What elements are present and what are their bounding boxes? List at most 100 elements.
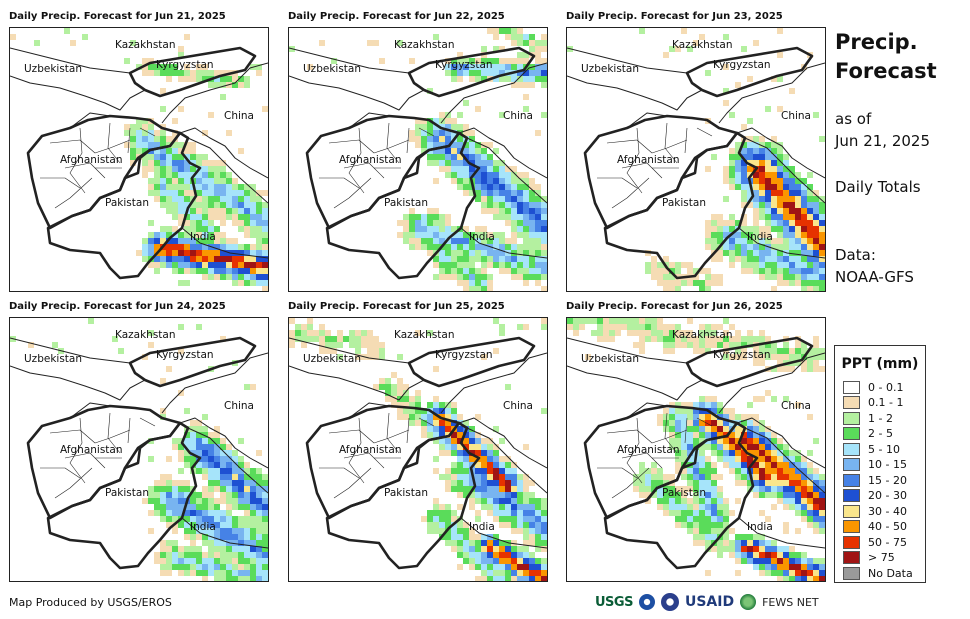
precip-cell [136, 250, 142, 256]
precip-cell [505, 178, 511, 184]
precip-cell [765, 226, 771, 232]
precip-cell [379, 58, 385, 64]
precip-cell [178, 70, 184, 76]
precip-cell [160, 552, 166, 558]
precip-cell [723, 444, 729, 450]
precip-cell [190, 160, 196, 166]
precip-cell [687, 510, 693, 516]
precip-cell [771, 444, 777, 450]
precip-cell [487, 142, 493, 148]
precip-cell [184, 232, 190, 238]
precip-cell [202, 492, 208, 498]
precip-cell [427, 420, 433, 426]
precip-cell [52, 342, 58, 348]
precip-cell [178, 492, 184, 498]
precip-cell [717, 402, 723, 408]
precip-cell [196, 522, 202, 528]
precip-cell [813, 528, 819, 534]
precip-cell [771, 148, 777, 154]
precip-cell [220, 552, 226, 558]
precip-cell [439, 510, 445, 516]
precip-cell [262, 190, 268, 196]
precip-cell [493, 468, 499, 474]
kyrgyzstan-outline [128, 46, 257, 98]
precip-cell [238, 474, 244, 480]
precip-cell [244, 462, 250, 468]
precip-cell [499, 570, 505, 576]
precip-cell [517, 52, 523, 58]
legend-swatch [843, 411, 860, 425]
precip-cell [681, 438, 687, 444]
precip-cell [433, 154, 439, 160]
precip-cell [409, 208, 415, 214]
precip-cell [723, 220, 729, 226]
precip-cell [511, 40, 517, 46]
precip-cell [499, 492, 505, 498]
precip-cell [160, 540, 166, 546]
precip-cell [523, 250, 529, 256]
precip-cell [457, 456, 463, 462]
precip-cell [517, 28, 523, 34]
precip-cell [651, 262, 657, 268]
precip-cell [469, 456, 475, 462]
precip-cell [535, 70, 541, 76]
precip-cell [741, 178, 747, 184]
precip-cell [397, 40, 403, 46]
precip-cell [687, 528, 693, 534]
precip-cell [777, 220, 783, 226]
precip-cell [196, 244, 202, 250]
precip-cell [160, 136, 166, 142]
precip-cell [226, 510, 232, 516]
precip-cell [256, 64, 262, 70]
precip-cell [232, 576, 238, 581]
precip-cell [699, 426, 705, 432]
precip-cell [699, 534, 705, 540]
precip-cell [250, 226, 256, 232]
precip-cell [202, 444, 208, 450]
precip-cell [687, 504, 693, 510]
precip-cell [262, 552, 268, 558]
precip-cell [178, 154, 184, 160]
precip-cell [511, 232, 517, 238]
precip-cell [487, 208, 493, 214]
precip-cell [463, 552, 469, 558]
precip-cell [729, 256, 735, 262]
precip-cell [184, 546, 190, 552]
precip-cell [741, 244, 747, 250]
precip-cell [475, 268, 481, 274]
precip-cell [196, 426, 202, 432]
precip-cell [373, 348, 379, 354]
precip-cell [819, 274, 825, 280]
precip-cell [190, 190, 196, 196]
precip-cell [705, 516, 711, 522]
precip-cell [777, 552, 783, 558]
legend-label: 0.1 - 1 [868, 396, 904, 409]
precip-cell [813, 286, 819, 291]
precip-cell [717, 474, 723, 480]
precip-cell [795, 262, 801, 268]
precip-cell [451, 402, 457, 408]
precip-cell [771, 450, 777, 456]
precip-cell [184, 450, 190, 456]
precip-cell [463, 124, 469, 130]
precip-cell [759, 196, 765, 202]
precip-cell [262, 546, 268, 552]
precip-cell [487, 262, 493, 268]
precip-cell [493, 46, 499, 52]
precip-cell [409, 220, 415, 226]
precip-cell [202, 250, 208, 256]
precip-cell [172, 208, 178, 214]
precip-cell [499, 250, 505, 256]
precip-cell [433, 136, 439, 142]
precip-cell [208, 504, 214, 510]
precip-cell [148, 456, 154, 462]
precip-cell [184, 166, 190, 172]
precip-cell [208, 444, 214, 450]
precip-cell [777, 354, 783, 360]
precip-cell [765, 178, 771, 184]
precip-cell [523, 190, 529, 196]
map-label-pakistan: Pakistan [105, 197, 149, 209]
precip-cell [427, 244, 433, 250]
precip-cell [208, 498, 214, 504]
precip-cell [717, 214, 723, 220]
